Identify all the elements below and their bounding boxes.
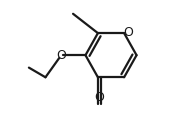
Text: O: O: [123, 26, 133, 39]
Text: O: O: [95, 91, 104, 104]
Text: O: O: [56, 49, 66, 62]
